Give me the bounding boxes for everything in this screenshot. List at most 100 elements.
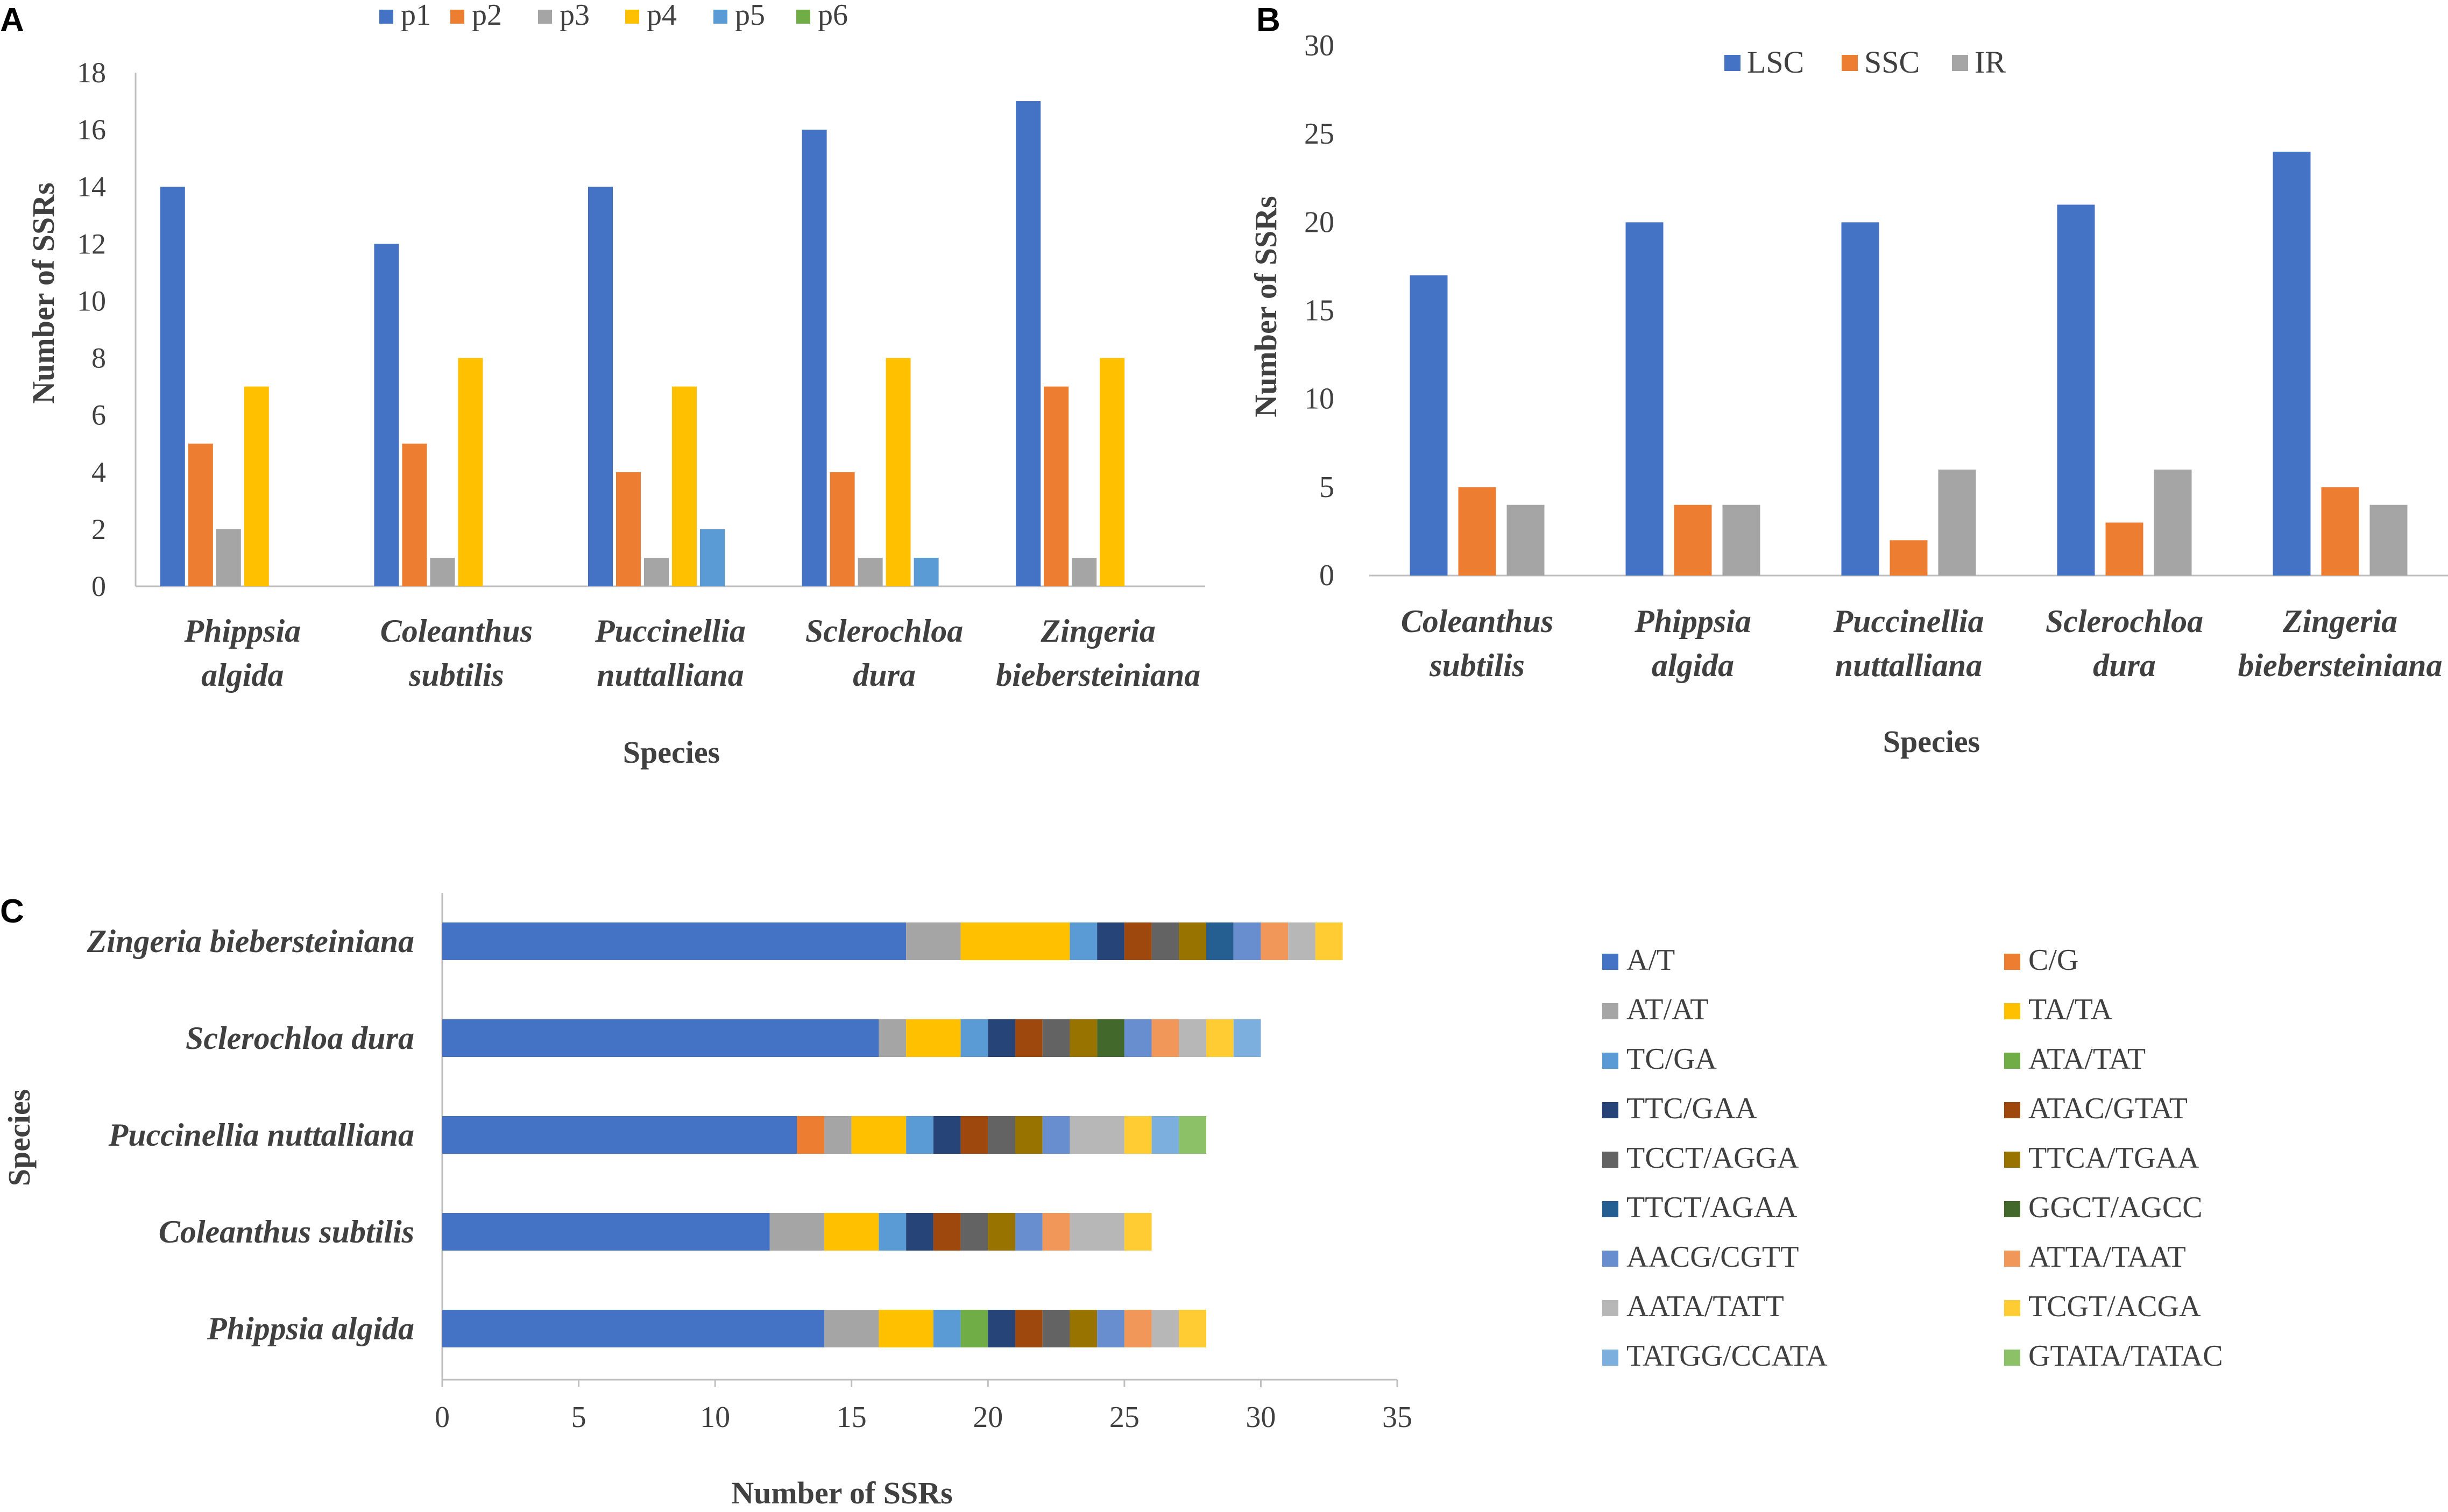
panel-c-bar-segment-a-t-4 [442, 1213, 770, 1251]
panel-b-chart: B 0 5 10 15 20 25 30 Coleanthus subtilis Phippsia… [1248, 2, 2448, 759]
panel-c-legend-label: TCCT/AGGA [1626, 1141, 1799, 1175]
panel-b-x-tick-label: dura [2093, 648, 2156, 683]
panel-c-legend-label: TATGG/CCATA [1626, 1339, 1828, 1373]
panel-c-legend-label: ATA/TAT [2028, 1042, 2146, 1076]
panel-b-bar-SSC-4 [2105, 522, 2143, 576]
panel-c-bar-segment-at-at-3 [824, 1116, 852, 1154]
panel-c-legend-label: ATTA/TAAT [2028, 1240, 2186, 1274]
panel-c-bar-segment-ttca-tgaa-5 [1070, 1310, 1098, 1347]
panel-c-bar-segment-atac-gtat-4 [933, 1213, 961, 1251]
panel-c-legend-swatch [1602, 1152, 1618, 1168]
panel-a-legend-swatch-p2 [450, 10, 464, 24]
panel-a-legend-swatch-p6 [796, 10, 810, 24]
panel-c-legend-label: GTATA/TATAC [2028, 1339, 2223, 1373]
panel-a-y-tick-label: 8 [91, 342, 106, 374]
panel-c-bar-segment-atta-taat-5 [1124, 1310, 1152, 1347]
panel-a-bar-p1-1 [160, 187, 185, 586]
panel-c-y-tick-label: Sclerochloa dura [186, 1020, 414, 1056]
panel-c-bar-segment-ttc-gaa-2 [988, 1019, 1015, 1057]
panel-b-bar-SSC-5 [2321, 487, 2359, 576]
panel-c-bar-segment-at-at-2 [879, 1019, 907, 1057]
panel-c-bar-segment-at-at-1 [906, 922, 961, 960]
panel-c-bar-segment-aata-tatt-5 [1151, 1310, 1179, 1347]
panel-c-bar-segment-aacg-cgtt-2 [1124, 1019, 1152, 1057]
panel-b-x-tick-label: Coleanthus [1401, 604, 1553, 639]
panel-c-letter: C [0, 893, 24, 930]
panel-b-bar-LSC-3 [1841, 222, 1879, 576]
panel-a-bar-p2-4 [830, 472, 855, 586]
panel-b-y-tick-label: 10 [1304, 382, 1334, 416]
panel-a-bar-p4-5 [1100, 358, 1125, 586]
panel-c-bar-segment-ttct-agaa-1 [1206, 922, 1234, 960]
panel-c-bar-segment-tcgt-acga-1 [1315, 922, 1343, 960]
panel-a-legend-label: p4 [647, 0, 677, 32]
panel-c-x-tick-label: 15 [837, 1401, 867, 1434]
panel-c-bar-segment-at-at-4 [769, 1213, 824, 1251]
panel-c-bar-segment-atta-taat-4 [1042, 1213, 1070, 1251]
panel-a-legend-label: p3 [560, 0, 590, 32]
panel-b-letter: B [1256, 2, 1280, 39]
panel-c-bar-segment-at-at-5 [824, 1310, 879, 1347]
panel-b-legend-label: SSC [1864, 45, 1920, 80]
panel-a-legend-swatch-p5 [713, 10, 727, 24]
panel-c-bar-segment-atac-gtat-5 [1015, 1310, 1043, 1347]
panel-c-bar-segment-tatgg-ccata-3 [1151, 1116, 1179, 1154]
panel-a-x-tick-label: Puccinellia [595, 613, 746, 649]
panel-b-y-tick-label: 30 [1304, 29, 1334, 62]
panel-a-x-tick-label: subtilis [408, 657, 504, 693]
panel-a-y-tick-label: 12 [77, 228, 106, 260]
panel-a-bar-p5-4 [914, 557, 939, 586]
panel-c-bar-segment-atac-gtat-2 [1015, 1019, 1043, 1057]
panel-c-bar-segment-tcct-agga-3 [988, 1116, 1015, 1154]
panel-b-x-axis-title: Species [1883, 724, 1980, 759]
panel-a-bar-p4-2 [458, 358, 483, 586]
panel-c-bar-segment-tcct-agga-1 [1151, 922, 1179, 960]
panel-a-x-tick-label: dura [853, 657, 916, 693]
panel-c-bar-segment-ta-ta-4 [824, 1213, 879, 1251]
panel-a-bar-p4-3 [672, 386, 697, 586]
panel-b-x-tick-label: Phippsia [1634, 604, 1751, 639]
panel-a-legend-swatch-p3 [538, 10, 552, 24]
panel-b-x-tick-label: Zingeria [2282, 604, 2397, 639]
panel-a-bar-p2-5 [1044, 386, 1069, 586]
panel-c-bar-segment-atta-taat-1 [1261, 922, 1289, 960]
panel-c-legend-swatch [2004, 1201, 2020, 1217]
panel-a-x-tick-label: algida [201, 657, 284, 693]
panel-b-bar-LSC-2 [1625, 222, 1664, 576]
panel-c-x-tick-label: 35 [1382, 1401, 1412, 1434]
panel-b-bar-SSC-2 [1674, 505, 1712, 576]
panel-c-x-tick-label: 10 [700, 1401, 730, 1434]
panel-a-bar-p4-4 [886, 358, 911, 586]
panel-c-bar-segment-ttc-gaa-3 [933, 1116, 961, 1154]
panel-c-bar-segment-atac-gtat-1 [1124, 922, 1152, 960]
panel-a-legend-label: p5 [735, 0, 765, 32]
panel-c-bar-segment-tcgt-acga-3 [1124, 1116, 1152, 1154]
panel-b-bar-IR-2 [1722, 505, 1760, 576]
panel-c-bar-segment-tc-ga-4 [879, 1213, 907, 1251]
panel-c-bar-segment-ta-ta-5 [879, 1310, 933, 1347]
panel-c-legend-swatch [1602, 1300, 1618, 1316]
panel-a-bar-p4-1 [244, 386, 269, 586]
panel-a-bar-p5-3 [700, 529, 725, 586]
panel-c-bar-segment-ata-tat-5 [960, 1310, 988, 1347]
panel-b-legend-label: LSC [1747, 45, 1804, 80]
panel-b-legend-swatch-LSC [1724, 55, 1741, 71]
panel-c-bar-segment-a-t-1 [442, 922, 907, 960]
panel-c-bar-segment-ggct-agcc-2 [1097, 1019, 1124, 1057]
panel-c-bar-segment-tatgg-ccata-2 [1233, 1019, 1261, 1057]
panel-b-bar-IR-4 [2154, 470, 2192, 576]
panel-a-y-tick-label: 16 [77, 113, 106, 146]
panel-c-legend-swatch [1602, 954, 1618, 970]
panel-c-legend-label: TTCA/TGAA [2028, 1141, 2199, 1175]
panel-a-bar-p1-5 [1016, 101, 1041, 587]
panel-c-bar-segment-tcgt-acga-2 [1206, 1019, 1234, 1057]
panel-b-x-tick-label: Puccinellia [1833, 604, 1984, 639]
panel-c-bar-segment-a-t-5 [442, 1310, 824, 1347]
panel-c-legend-swatch [1602, 1201, 1618, 1217]
panel-b-bar-IR-1 [1506, 505, 1545, 576]
panel-c-y-axis-title: Species [2, 1089, 37, 1186]
panel-c-legend-swatch [2004, 1102, 2020, 1118]
panel-c-bar-segment-ttca-tgaa-1 [1179, 922, 1206, 960]
panel-a-x-tick-label: Zingeria [1041, 613, 1156, 649]
